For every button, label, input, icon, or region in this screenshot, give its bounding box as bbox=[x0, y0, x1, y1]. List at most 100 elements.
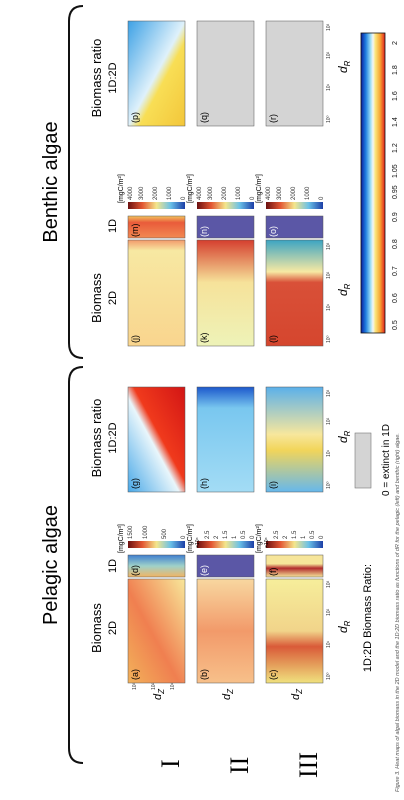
svg-text:10⁰: 10⁰ bbox=[326, 115, 332, 123]
svg-text:1.2: 1.2 bbox=[392, 143, 399, 153]
ratio-panel-q: (q) bbox=[196, 20, 255, 127]
svg-text:10¹: 10¹ bbox=[326, 449, 332, 457]
svg-text:10¹: 10¹ bbox=[326, 83, 332, 91]
unit-benthic-II: [mgC/m²] bbox=[187, 174, 194, 203]
colorbar-pelagic-I: [mgC/m³] 0 500 1000 1500 bbox=[118, 524, 187, 553]
panel-q bbox=[196, 20, 255, 127]
y-axis-label-III: dZ bbox=[290, 688, 304, 700]
unit-benthic-I: [mgC/m²] bbox=[118, 174, 125, 203]
svg-text:0: 0 bbox=[319, 535, 325, 539]
panel-b bbox=[196, 578, 255, 684]
legend-extinct-swatch bbox=[354, 432, 372, 489]
svg-text:0.7: 0.7 bbox=[392, 266, 399, 276]
svg-text:1.5: 1.5 bbox=[292, 530, 298, 539]
x-axis-label-benthic-ratio: dR bbox=[336, 60, 352, 73]
heatmap-b: (b) (e) dZ bbox=[196, 554, 255, 700]
x-axis-label-pelagic-biomass: dR bbox=[336, 620, 352, 633]
x-ticks-i: 10⁰ 10¹ 10² 10³ bbox=[326, 389, 332, 489]
row-label-III: III bbox=[294, 752, 323, 778]
y-axis-label-II: dZ bbox=[221, 688, 235, 700]
colorbar-benthic-II: [mgC/m²] 0 1000 2000 3000 4000 bbox=[187, 174, 256, 209]
section-benthic: Benthic algae Biomass 2D 1D Biomass rati… bbox=[40, 5, 352, 359]
svg-text:2: 2 bbox=[392, 41, 399, 45]
svg-text:2000: 2000 bbox=[222, 186, 228, 200]
header-1d2d: 1D:2D bbox=[107, 422, 119, 453]
svg-text:10¹: 10¹ bbox=[326, 640, 332, 648]
svg-text:10³: 10³ bbox=[326, 580, 332, 588]
header-2d: 2D bbox=[107, 621, 119, 635]
unit-benthic-III: [mgC/m²] bbox=[256, 174, 263, 203]
svg-text:10³: 10³ bbox=[326, 23, 332, 31]
legend-extinct-text: 0 = extinct in 1D bbox=[381, 424, 392, 496]
svg-text:10⁰: 10⁰ bbox=[326, 672, 332, 680]
header-1d: 1D bbox=[107, 559, 119, 573]
svg-text:10²: 10² bbox=[326, 608, 332, 616]
svg-text:1000: 1000 bbox=[236, 186, 242, 200]
header-biomass-ratio-benthic: Biomass ratio bbox=[89, 39, 104, 118]
header-2d-benthic: 2D bbox=[107, 291, 119, 305]
panel-o bbox=[265, 215, 324, 239]
svg-text:1.6: 1.6 bbox=[392, 91, 399, 101]
panel-label-g: (g) bbox=[130, 478, 140, 489]
svg-text:10³: 10³ bbox=[326, 389, 332, 397]
svg-text:1.5: 1.5 bbox=[223, 530, 229, 539]
unit-pelagic-II: [mgC/m²] bbox=[187, 524, 194, 553]
panel-label-o: (o) bbox=[268, 226, 278, 237]
ratio-panel-r: (r) 10⁰ 10¹ 10² 10³ dR bbox=[265, 20, 352, 127]
svg-text:10¹: 10¹ bbox=[326, 303, 332, 311]
svg-text:1500: 1500 bbox=[128, 525, 134, 539]
panel-label-j: (j) bbox=[130, 335, 140, 343]
x-ticks-c: 10⁰ 10¹ 10² 10³ bbox=[326, 580, 332, 680]
svg-text:1.05: 1.05 bbox=[392, 164, 399, 178]
row-label-I: I bbox=[156, 759, 185, 768]
panel-c bbox=[265, 578, 324, 684]
svg-text:0.95: 0.95 bbox=[392, 185, 399, 199]
panel-i bbox=[265, 386, 324, 493]
panel-label-r: (r) bbox=[268, 114, 278, 123]
svg-text:2000: 2000 bbox=[153, 186, 159, 200]
panel-label-d: (d) bbox=[130, 565, 140, 576]
panel-f bbox=[265, 554, 324, 578]
legend-row: 1D:2D Biomass Ratio: 0 = extinct in 1D bbox=[354, 424, 392, 672]
panel-a bbox=[127, 578, 186, 684]
panel-label-n: (n) bbox=[199, 226, 209, 237]
colorbar-pelagic-II: [mgC/m²] ×10⁴ 0 0.5 1 1.5 2 2.5 bbox=[187, 524, 256, 553]
svg-text:1.4: 1.4 bbox=[392, 117, 399, 127]
panel-p bbox=[127, 20, 186, 127]
panel-n bbox=[196, 215, 255, 239]
svg-text:2.5: 2.5 bbox=[205, 530, 211, 539]
svg-text:0.9: 0.9 bbox=[392, 212, 399, 222]
section-bracket-pelagic bbox=[68, 366, 84, 764]
colorbar-benthic-I: [mgC/m²] 0 1000 2000 3000 4000 bbox=[118, 174, 187, 209]
heatmap-c: (c) (f) dZ 10⁰ 10¹ 10² 10³ dR bbox=[265, 554, 352, 700]
figure-caption: Figure 3. Heat maps of algal biomass in … bbox=[395, 433, 401, 792]
panel-j bbox=[127, 239, 186, 347]
heatmap-k: (k) (n) bbox=[196, 215, 255, 347]
panel-m bbox=[127, 215, 186, 239]
svg-text:500: 500 bbox=[162, 528, 168, 539]
svg-text:1: 1 bbox=[232, 535, 238, 539]
row-label-II: II bbox=[225, 757, 254, 774]
svg-text:4000: 4000 bbox=[266, 186, 272, 200]
unit-pelagic-III: [mgC/m²] bbox=[256, 524, 263, 553]
svg-text:0.5: 0.5 bbox=[241, 530, 247, 539]
svg-text:0: 0 bbox=[250, 196, 256, 200]
svg-text:10²: 10² bbox=[326, 51, 332, 59]
svg-text:10¹: 10¹ bbox=[170, 682, 176, 690]
svg-text:1: 1 bbox=[301, 535, 307, 539]
svg-text:10⁰: 10⁰ bbox=[326, 481, 332, 489]
unit-pelagic-I: [mgC/m³] bbox=[118, 524, 125, 553]
colorbar-pelagic-III: [mgC/m²] ×10⁴ 0 0.5 1 1.5 2 2.5 bbox=[256, 524, 325, 553]
ratio-colorbar-bar bbox=[360, 32, 386, 334]
svg-text:1000: 1000 bbox=[305, 186, 311, 200]
panel-r bbox=[265, 20, 324, 127]
ratio-panel-h: (h) bbox=[196, 386, 255, 493]
svg-text:0: 0 bbox=[250, 535, 256, 539]
ratio-panel-i: (i) 10⁰ 10¹ 10² 10³ dR bbox=[265, 386, 352, 493]
heatmap-j: (j) (m) bbox=[127, 215, 186, 347]
svg-text:2: 2 bbox=[214, 535, 220, 539]
multiplier-pelagic-II: ×10⁴ bbox=[195, 537, 201, 548]
section-title-pelagic: Pelagic algae bbox=[40, 505, 62, 625]
panel-k bbox=[196, 239, 255, 347]
